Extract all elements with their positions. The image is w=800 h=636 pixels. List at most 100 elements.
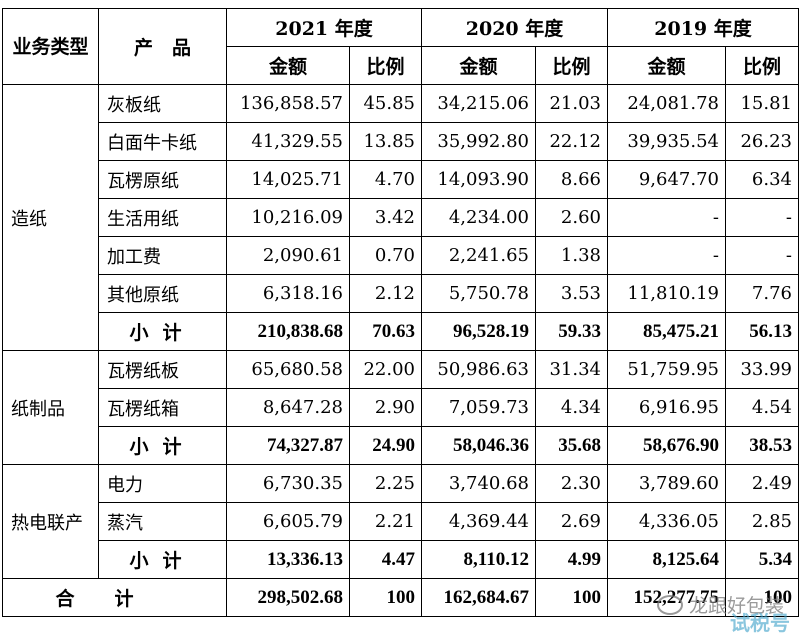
header-ratio: 比例 (725, 46, 799, 85)
value-cell: 7,059.73 (421, 388, 536, 427)
value-cell: 0.70 (349, 236, 422, 275)
value-cell: 9,647.70 (607, 160, 726, 199)
subtotal-row: 小计 13,336.13 4.47 8,110.12 4.99 8,125.64… (3, 540, 799, 579)
table-row: 瓦楞原纸 14,025.71 4.70 14,093.90 8.66 9,647… (3, 160, 799, 199)
watermark-text: 龙跟好包装 (688, 595, 784, 617)
value-cell: 2.60 (535, 198, 608, 237)
value-cell: 39,935.54 (607, 122, 726, 161)
value-cell: 50,986.63 (421, 350, 536, 389)
value-cell: 26.23 (725, 122, 799, 161)
header-year-2019: 2019 年度 (607, 8, 799, 47)
value-cell: 5.34 (725, 540, 799, 579)
value-cell: 2,090.61 (226, 236, 350, 275)
table-row: 其他原纸 6,318.16 2.12 5,750.78 3.53 11,810.… (3, 274, 799, 313)
watermark-text-secondary: 试税号 (730, 611, 790, 635)
value-cell: 33.99 (725, 350, 799, 389)
value-cell: 35,992.80 (421, 122, 536, 161)
table-row: 蒸汽 6,605.79 2.21 4,369.44 2.69 4,336.05 … (3, 502, 799, 541)
product-cell: 加工费 (98, 236, 227, 275)
value-cell: 85,475.21 (607, 312, 726, 351)
table-row: 生活用纸 10,216.09 3.42 4,234.00 2.60 - - (3, 198, 799, 237)
value-cell: 34,215.06 (421, 84, 536, 123)
subtotal-row: 小计 74,327.87 24.90 58,046.36 35.68 58,67… (3, 426, 799, 465)
value-cell: 58,676.90 (607, 426, 726, 465)
value-cell: 6,916.95 (607, 388, 726, 427)
value-cell: 6,318.16 (226, 274, 350, 313)
value-cell: 35.68 (535, 426, 608, 465)
value-cell: 3,740.68 (421, 464, 536, 503)
table-row: 纸制品 瓦楞纸板 65,680.58 22.00 50,986.63 31.34… (2, 350, 799, 465)
header-ratio: 比例 (535, 46, 608, 85)
value-cell: 22.12 (535, 122, 608, 161)
value-cell: 8,647.28 (226, 388, 350, 427)
product-cell: 电力 (98, 464, 227, 503)
value-cell: 41,329.55 (226, 122, 350, 161)
value-cell: 3.42 (349, 198, 422, 237)
value-cell: 74,327.87 (226, 426, 350, 465)
value-cell: 4,234.00 (421, 198, 536, 237)
value-cell: 2.30 (535, 464, 608, 503)
total-row: 合计 298,502.68 100 162,684.67 100 152,277… (2, 578, 799, 617)
watermark: 龙跟好包装 试税号 (656, 591, 790, 635)
value-cell: 7.76 (725, 274, 799, 313)
value-cell: 24.90 (349, 426, 422, 465)
category-cell: 造纸 (2, 84, 99, 351)
table-row: 瓦楞纸箱 8,647.28 2.90 7,059.73 4.34 6,916.9… (3, 388, 799, 427)
value-cell: 22.00 (349, 350, 422, 389)
product-cell: 白面牛卡纸 (98, 122, 227, 161)
category-cell: 热电联产 (2, 464, 99, 579)
value-cell: 298,502.68 (226, 578, 350, 617)
value-cell: 6,605.79 (226, 502, 350, 541)
value-cell: 2.21 (349, 502, 422, 541)
value-cell: 4.34 (535, 388, 608, 427)
value-cell: 24,081.78 (607, 84, 726, 123)
value-cell: 2.49 (725, 464, 799, 503)
value-cell: 8.66 (535, 160, 608, 199)
value-cell: 15.81 (725, 84, 799, 123)
value-cell: 2.85 (725, 502, 799, 541)
header-ratio: 比例 (349, 46, 422, 85)
header-product: 产 品 (98, 8, 227, 85)
product-cell: 瓦楞纸板 (98, 350, 227, 389)
total-label: 合计 (2, 578, 227, 617)
table-row: 加工费 2,090.61 0.70 2,241.65 1.38 - - (3, 236, 799, 275)
subtotal-label: 小计 (98, 540, 227, 579)
value-cell: 4,369.44 (421, 502, 536, 541)
value-cell: 2.90 (349, 388, 422, 427)
product-cell: 其他原纸 (98, 274, 227, 313)
table-row: 热电联产 电力 6,730.35 2.25 3,740.68 2.30 3,78… (2, 464, 799, 579)
value-cell: 1.38 (535, 236, 608, 275)
value-cell: 4.54 (725, 388, 799, 427)
subtotal-row: 小计 210,838.68 70.63 96,528.19 59.33 85,4… (3, 312, 799, 351)
value-cell: - (725, 236, 799, 275)
value-cell: 3,789.60 (607, 464, 726, 503)
subtotal-label: 小计 (98, 312, 227, 351)
value-cell: 210,838.68 (226, 312, 350, 351)
value-cell: 10,216.09 (226, 198, 350, 237)
value-cell: 65,680.58 (226, 350, 350, 389)
value-cell: 4.99 (535, 540, 608, 579)
product-cell: 瓦楞纸箱 (98, 388, 227, 427)
value-cell: 51,759.95 (607, 350, 726, 389)
header-amount: 金额 (607, 46, 726, 85)
value-cell: 70.63 (349, 312, 422, 351)
value-cell: 6.34 (725, 160, 799, 199)
value-cell: 2,241.65 (421, 236, 536, 275)
value-cell: 6,730.35 (226, 464, 350, 503)
header-year-2021: 2021 年度 (226, 8, 422, 47)
value-cell: 5,750.78 (421, 274, 536, 313)
value-cell: 100 (349, 578, 422, 617)
value-cell: 59.33 (535, 312, 608, 351)
value-cell: - (607, 236, 726, 275)
value-cell: 45.85 (349, 84, 422, 123)
value-cell: 38.53 (725, 426, 799, 465)
product-cell: 生活用纸 (98, 198, 227, 237)
header-business-type: 业务类型 (2, 8, 99, 85)
value-cell: 21.03 (535, 84, 608, 123)
revenue-table: 业务类型 产 品 2021 年度 2020 年度 2019 年度 金额 比例 金… (2, 8, 799, 617)
table-row: 白面牛卡纸 41,329.55 13.85 35,992.80 22.12 39… (3, 122, 799, 161)
value-cell: 14,093.90 (421, 160, 536, 199)
value-cell: - (607, 198, 726, 237)
subtotal-label: 小计 (98, 426, 227, 465)
value-cell: 100 (535, 578, 608, 617)
